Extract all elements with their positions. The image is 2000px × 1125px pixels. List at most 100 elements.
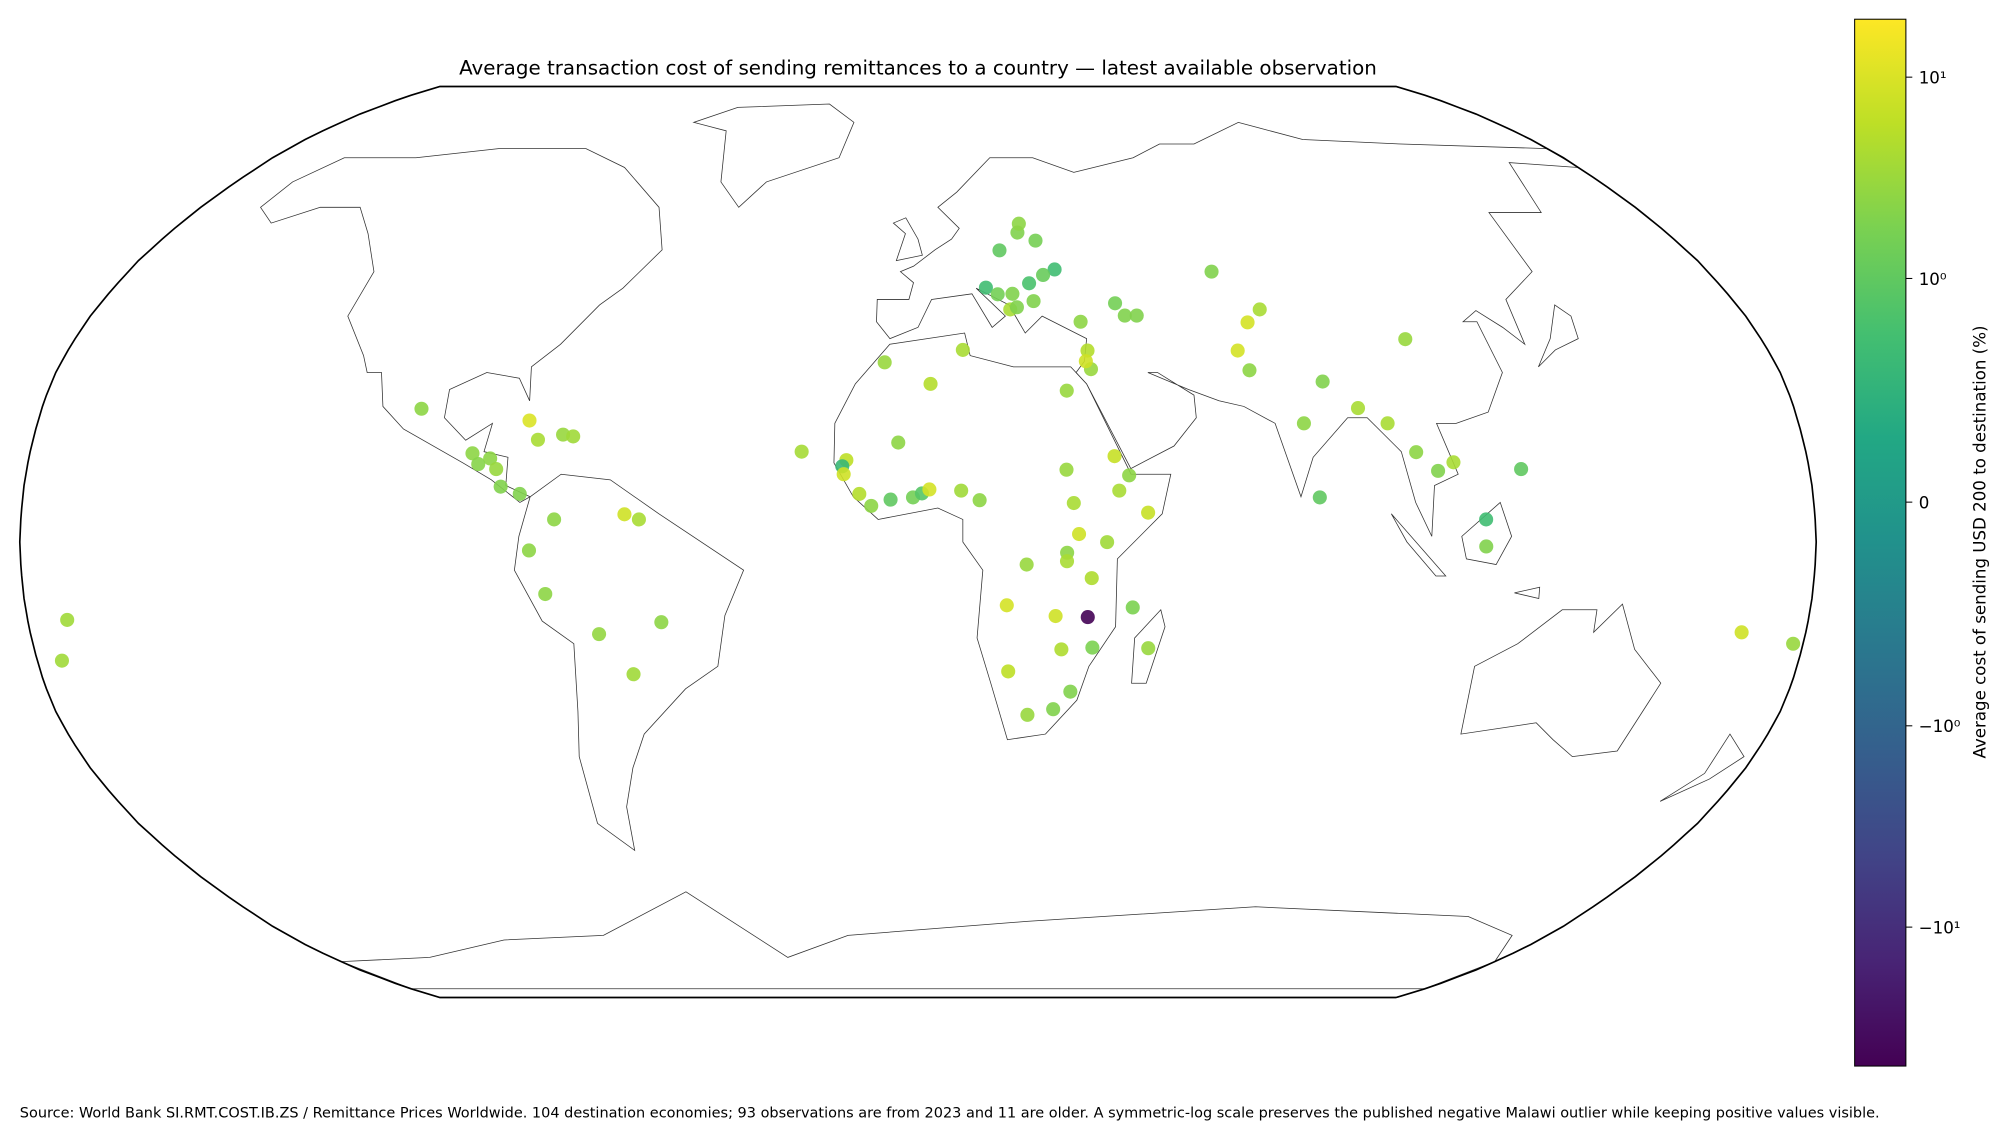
country-point xyxy=(1398,332,1413,347)
country-point xyxy=(1786,636,1801,651)
land-outline xyxy=(1538,304,1579,368)
country-point xyxy=(626,667,641,682)
country-point xyxy=(1446,455,1461,470)
country-point xyxy=(1026,294,1041,309)
country-point xyxy=(999,598,1014,613)
land-outline xyxy=(1390,513,1447,577)
country-point xyxy=(592,627,607,642)
country-point xyxy=(794,444,809,459)
colorbar-label: Average cost of sending USD 200 to desti… xyxy=(1970,325,1989,758)
country-point xyxy=(1059,383,1074,398)
country-point xyxy=(877,355,892,370)
country-point xyxy=(566,429,581,444)
country-point xyxy=(1514,462,1529,477)
colorbar-tick-label: 0 xyxy=(1919,494,1930,513)
country-point xyxy=(883,492,898,507)
country-point xyxy=(1073,314,1088,329)
country-point xyxy=(864,498,879,513)
country-point xyxy=(1230,343,1245,358)
country-point xyxy=(538,586,553,602)
country-point xyxy=(489,462,504,477)
country-point xyxy=(1011,216,1026,231)
map-land xyxy=(260,103,1745,990)
colorbar-tick-label: −10¹ xyxy=(1919,919,1961,938)
country-point xyxy=(1252,302,1267,317)
country-point xyxy=(521,543,537,558)
chart-title: Average transaction cost of sending remi… xyxy=(459,56,1377,79)
country-point xyxy=(522,413,537,428)
country-point xyxy=(530,432,546,447)
land-outline xyxy=(833,332,1172,741)
land-outline xyxy=(1514,586,1541,599)
country-point xyxy=(1479,512,1494,527)
country-point xyxy=(1100,535,1115,550)
country-point xyxy=(1054,642,1069,657)
country-point xyxy=(992,243,1007,258)
country-point xyxy=(922,482,937,497)
country-point xyxy=(1009,300,1024,315)
country-point xyxy=(1350,401,1366,416)
country-point xyxy=(1063,684,1078,699)
country-point xyxy=(1047,262,1062,277)
country-point xyxy=(955,342,970,357)
country-point xyxy=(483,451,498,466)
country-point xyxy=(1028,233,1043,248)
country-point xyxy=(1141,641,1156,656)
country-point xyxy=(1084,571,1099,586)
country-point xyxy=(1112,483,1127,498)
country-point xyxy=(1020,707,1035,722)
country-point xyxy=(852,486,867,501)
country-point xyxy=(1312,490,1327,505)
country-point xyxy=(512,486,527,501)
country-point xyxy=(1315,374,1330,389)
land-outline xyxy=(1659,733,1745,802)
country-point xyxy=(1036,267,1051,283)
land-outline xyxy=(892,217,923,262)
land-outline xyxy=(1460,603,1662,758)
land-outline xyxy=(341,891,1513,990)
country-point xyxy=(891,435,906,450)
country-point xyxy=(978,280,993,295)
map-frame xyxy=(18,85,1818,999)
country-point xyxy=(1296,416,1311,431)
colorbar-tick-label: 10⁰ xyxy=(1919,270,1947,289)
country-point xyxy=(1242,363,1257,378)
country-point xyxy=(954,483,969,498)
country-point xyxy=(1046,702,1061,717)
country-point xyxy=(1059,554,1075,569)
country-point xyxy=(631,512,646,527)
land-outline xyxy=(1461,501,1513,565)
colorbar-tick-label: −10⁰ xyxy=(1919,717,1961,736)
country-point xyxy=(471,457,486,472)
country-point xyxy=(1019,557,1034,572)
country-point xyxy=(1108,296,1123,311)
country-point xyxy=(1059,462,1074,477)
country-point xyxy=(1080,343,1095,358)
land-outline xyxy=(260,148,663,503)
points xyxy=(54,216,1801,722)
country-point xyxy=(1048,609,1063,624)
country-point xyxy=(1734,625,1749,640)
country-point xyxy=(1005,286,1020,301)
land-outline xyxy=(513,473,745,852)
country-point xyxy=(1066,495,1081,511)
colorbar xyxy=(1854,18,1907,1067)
country-point xyxy=(972,493,987,508)
land-outline xyxy=(876,121,1579,537)
country-point xyxy=(923,376,938,391)
country-point xyxy=(1409,445,1424,460)
country-point xyxy=(547,512,562,527)
country-point xyxy=(1107,449,1122,464)
country-point xyxy=(1204,264,1219,279)
country-point xyxy=(1129,308,1144,323)
country-point xyxy=(1431,463,1446,478)
colorbar-tick-label: 10¹ xyxy=(1919,69,1947,88)
country-point xyxy=(1078,354,1093,369)
country-point xyxy=(1125,600,1140,615)
country-point xyxy=(654,615,669,630)
country-point xyxy=(465,446,480,461)
country-point xyxy=(1122,468,1137,483)
country-point xyxy=(493,479,508,494)
